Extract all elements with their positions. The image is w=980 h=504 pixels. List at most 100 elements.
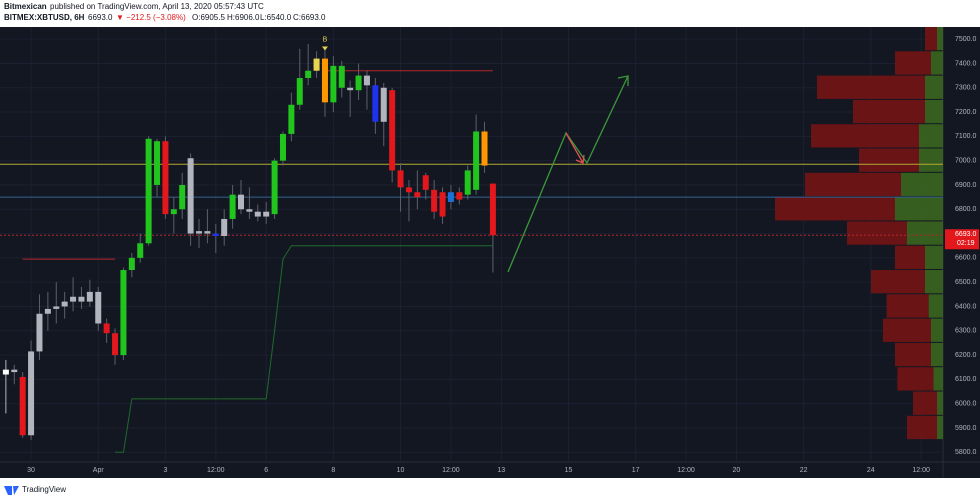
ohlc-high: H:6906.0 — [227, 13, 260, 22]
candle-body — [53, 306, 60, 309]
arrow-green — [507, 75, 629, 273]
x-tick-label: 20 — [733, 467, 741, 474]
profile-up — [937, 27, 943, 51]
y-tick-label: 6400.0 — [955, 303, 977, 310]
brand: TradingView — [22, 485, 66, 494]
candle-body — [187, 158, 194, 234]
profile-up — [937, 415, 943, 440]
candle-body — [11, 369, 18, 373]
candle-body — [112, 333, 119, 356]
candle-body — [414, 192, 421, 198]
candle-body — [61, 301, 68, 307]
candle-body — [2, 369, 9, 375]
candle-body — [95, 291, 102, 324]
trailing-stop — [115, 245, 493, 453]
arrow-red — [565, 132, 585, 164]
candle-body — [313, 58, 320, 71]
profile-down — [883, 318, 931, 342]
candle-body — [103, 323, 110, 334]
x-tick-label: 10 — [397, 467, 405, 474]
candle-body — [397, 170, 404, 188]
candle-body — [145, 138, 152, 244]
candle-body — [447, 192, 454, 202]
profile-up — [925, 270, 943, 294]
candle-body — [212, 233, 219, 236]
candle-body — [179, 184, 186, 210]
candle-body — [204, 231, 211, 234]
signal-label: B — [323, 36, 328, 43]
y-tick-label: 6500.0 — [955, 279, 977, 286]
y-tick-label: 6200.0 — [955, 352, 977, 359]
countdown: 02:19 — [957, 240, 975, 247]
ohlc-low: L:6540.0 — [260, 13, 292, 22]
candle-body — [372, 85, 379, 122]
y-tick-label: 6900.0 — [955, 182, 977, 189]
candle-body — [70, 296, 77, 302]
profile-down — [859, 148, 919, 172]
price: 6693.0 — [88, 13, 113, 22]
candle-body — [422, 175, 429, 190]
y-tick-label: 6000.0 — [955, 401, 977, 408]
candle-body — [120, 270, 127, 356]
profile-down — [907, 415, 937, 440]
candle-body — [86, 291, 93, 302]
profile-down — [895, 51, 931, 75]
profile-down — [871, 270, 925, 294]
candle-body — [296, 78, 303, 105]
candle-body — [279, 133, 286, 161]
logo — [4, 486, 19, 495]
profile-up — [925, 99, 943, 124]
x-tick-label: 12:00 — [442, 467, 460, 474]
profile-up — [928, 294, 943, 318]
y-tick-label: 5900.0 — [955, 425, 977, 432]
candle-body — [363, 75, 370, 86]
candle-body — [405, 187, 412, 193]
x-tick-label: Apr — [93, 467, 105, 474]
ohlc-open: O:6905.5 — [192, 13, 225, 22]
ohlc-close: C:6693.0 — [293, 13, 326, 22]
profile-up — [919, 124, 943, 148]
x-tick-label: 3 — [163, 467, 167, 474]
candle-body — [221, 218, 228, 236]
candle-body — [338, 65, 345, 88]
y-tick-label: 7500.0 — [955, 36, 977, 43]
candle-body — [473, 131, 480, 190]
candle-body — [28, 351, 35, 436]
candle-body — [456, 192, 463, 200]
profile-up — [933, 367, 943, 391]
candle-body — [347, 87, 354, 91]
candle-body — [36, 313, 43, 352]
y-tick-label: 6300.0 — [955, 328, 977, 335]
candle-body — [162, 141, 169, 215]
y-tick-label: 7300.0 — [955, 85, 977, 92]
profile-down — [895, 245, 925, 270]
profile-down — [913, 391, 937, 415]
profile-down — [853, 99, 925, 124]
profile-down — [805, 172, 901, 197]
x-tick-label: 12:00 — [677, 467, 695, 474]
candle-body — [237, 194, 244, 210]
candle-body — [263, 211, 270, 217]
published: published on TradingView.com, April 13, … — [50, 2, 264, 11]
x-tick-label: 24 — [867, 467, 875, 474]
candle-body — [305, 70, 312, 79]
profile-down — [775, 197, 895, 221]
signal-marker — [321, 46, 328, 51]
candle-body — [489, 183, 496, 236]
candle-body — [154, 141, 161, 185]
y-tick-label: 6800.0 — [955, 206, 977, 213]
price-badge — [945, 229, 979, 250]
chart-background — [0, 27, 980, 478]
candle-body — [44, 308, 51, 314]
y-tick-label: 7000.0 — [955, 158, 977, 165]
profile-down — [811, 124, 919, 148]
x-tick-label: 8 — [331, 467, 335, 474]
candle-body — [19, 376, 26, 436]
candle-body — [288, 104, 295, 134]
profile-down — [925, 27, 937, 51]
y-tick-label: 6100.0 — [955, 376, 977, 383]
y-tick-label: 5800.0 — [955, 449, 977, 456]
profile-up — [925, 245, 943, 270]
candle-body — [128, 257, 135, 271]
